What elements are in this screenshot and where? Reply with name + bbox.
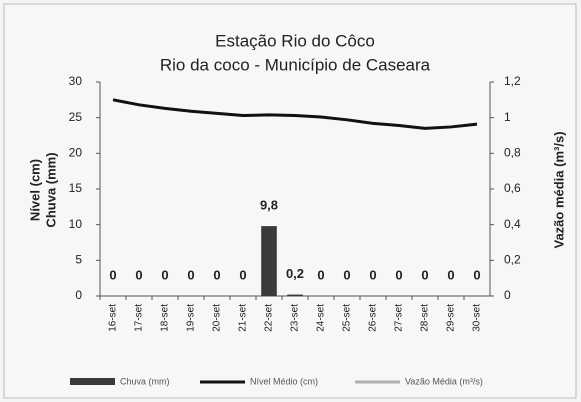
data-label: 0 (395, 267, 402, 282)
y-tick-label: 25 (69, 110, 83, 124)
legend-label: Vazão Média (m³/s) (405, 376, 483, 386)
x-tick-label: 30-set (472, 304, 483, 332)
y-axis-label: Nível (cm) (27, 159, 42, 221)
data-label: 0 (187, 267, 194, 282)
data-label: 0 (135, 267, 142, 282)
data-label: 0 (239, 267, 246, 282)
y-tick-label: 0 (75, 288, 82, 302)
x-tick-label: 22-set (264, 304, 275, 332)
y2-tick-label: 0 (504, 288, 511, 302)
data-label: 0 (161, 267, 168, 282)
x-tick-label: 19-set (186, 304, 197, 332)
data-label: 9,8 (260, 198, 278, 213)
y2-tick-label: 0,6 (504, 181, 521, 195)
data-label: 0 (109, 267, 116, 282)
bar (261, 226, 277, 296)
data-label: 0 (213, 267, 220, 282)
line (112, 98, 478, 130)
data-label: 0,2 (286, 266, 304, 281)
legend-label: Nível Médio (cm) (250, 376, 318, 386)
x-tick-label: 29-set (446, 304, 457, 332)
x-tick-label: 20-set (212, 304, 223, 332)
x-tick-label: 27-set (394, 304, 405, 332)
y2-tick-label: 0,4 (504, 217, 521, 231)
y2-tick-label: 0,8 (504, 146, 521, 160)
y-tick-label: 30 (69, 74, 83, 88)
x-tick-label: 18-set (160, 304, 171, 332)
legend-label: Chuva (mm) (120, 376, 170, 386)
chart-subtitle: Rio da coco - Município de Caseara (160, 55, 431, 74)
chart-title: Estação Rio do Côco (215, 31, 375, 50)
y2-tick-label: 0,2 (504, 253, 521, 267)
x-tick-label: 25-set (342, 304, 353, 332)
data-label: 0 (343, 267, 350, 282)
data-label: 0 (369, 267, 376, 282)
x-tick-label: 16-set (108, 304, 119, 332)
data-label: 0 (447, 267, 454, 282)
y-axis-label: Chuva (mm) (43, 152, 58, 227)
y-tick-label: 5 (75, 253, 82, 267)
x-tick-label: 23-set (290, 304, 301, 332)
data-label: 0 (473, 267, 480, 282)
y-tick-label: 20 (69, 146, 83, 160)
y2-tick-label: 1 (504, 110, 511, 124)
x-tick-label: 26-set (368, 304, 379, 332)
bar (287, 294, 303, 296)
y2-axis-label: Vazão média (m³/s) (551, 131, 566, 248)
x-tick-label: 17-set (134, 304, 145, 332)
x-tick-label: 24-set (316, 304, 327, 332)
y2-tick-label: 1,2 (504, 74, 521, 88)
data-label: 0 (317, 267, 324, 282)
x-tick-label: 21-set (238, 304, 249, 332)
x-tick-label: 28-set (420, 304, 431, 332)
y-tick-label: 10 (69, 217, 83, 231)
data-label: 0 (421, 267, 428, 282)
y-tick-label: 15 (69, 181, 83, 195)
legend-swatch (70, 378, 115, 385)
chart-frame (3, 3, 577, 399)
